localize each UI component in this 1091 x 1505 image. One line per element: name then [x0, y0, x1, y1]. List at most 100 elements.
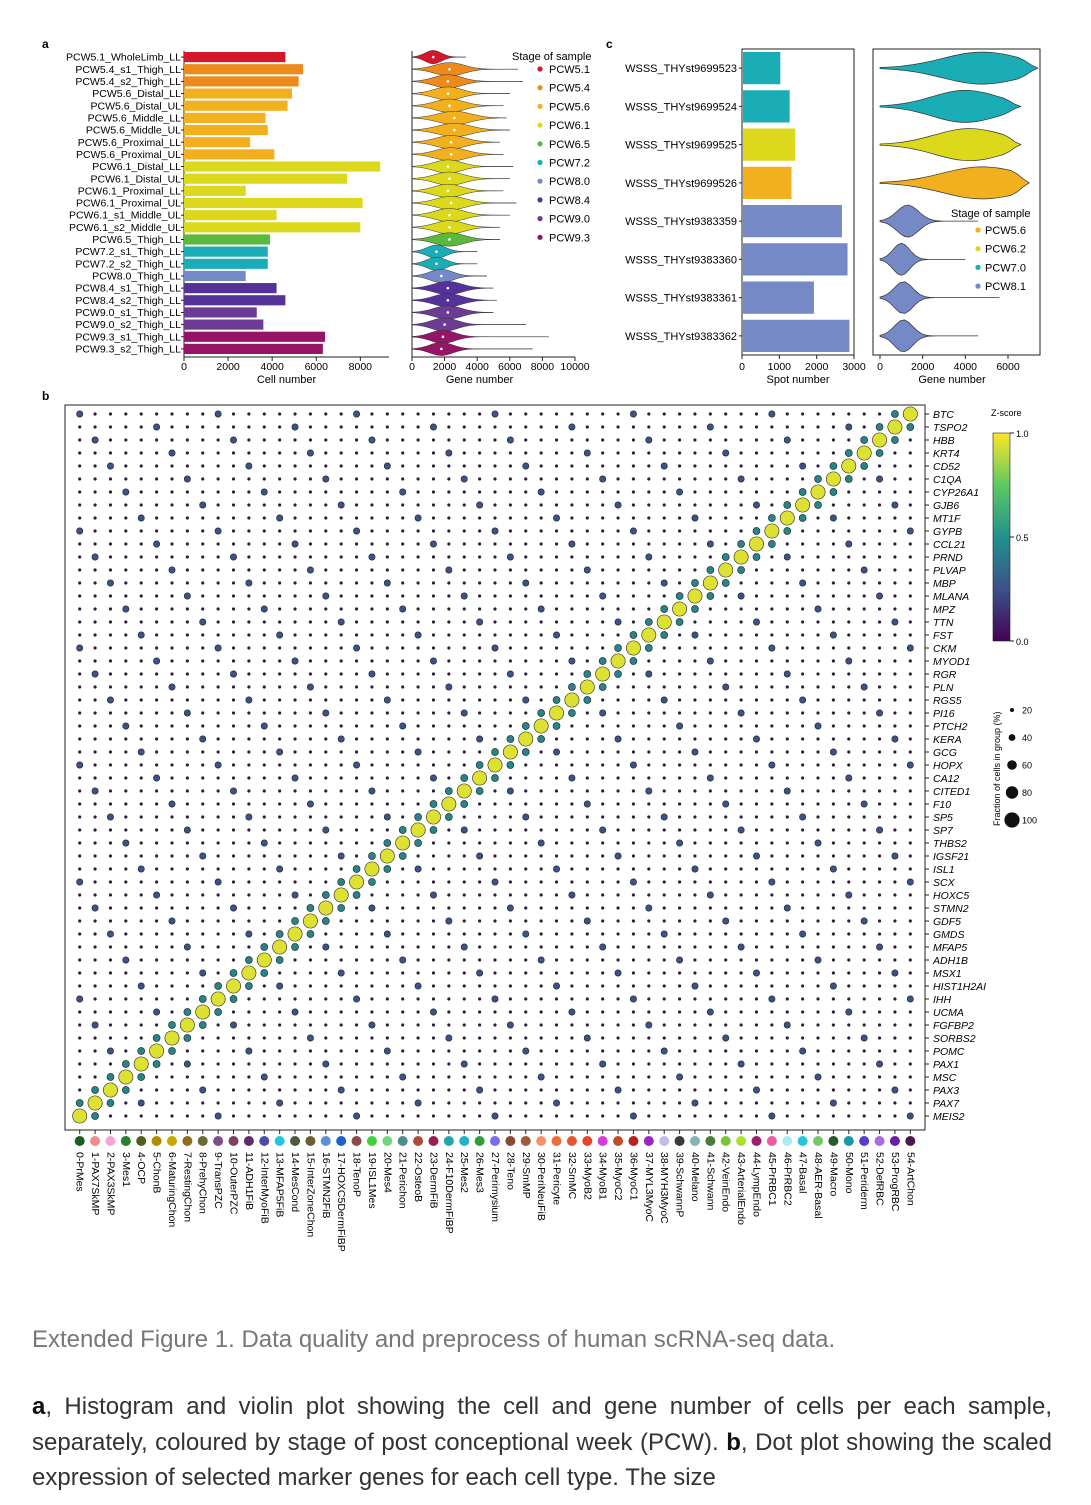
expression-dot — [201, 776, 205, 780]
expression-dot — [168, 800, 176, 808]
expression-dot — [847, 581, 851, 585]
expression-dot — [426, 809, 441, 825]
expression-dot — [385, 425, 389, 429]
expression-dot — [539, 503, 543, 507]
expression-dot — [401, 503, 405, 507]
expression-dot — [354, 698, 359, 702]
expression-dot — [537, 709, 545, 717]
expression-dot — [801, 724, 805, 728]
expression-dot — [339, 412, 343, 416]
expression-dot — [170, 945, 174, 949]
expression-dot — [647, 1010, 651, 1014]
expression-dot — [553, 865, 560, 873]
expression-dot — [739, 438, 743, 442]
expression-dot — [185, 893, 189, 897]
expression-dot — [139, 932, 143, 936]
expression-dot — [155, 529, 159, 533]
expression-dot — [231, 425, 236, 429]
expression-dot — [770, 724, 774, 728]
expression-dot — [847, 1101, 851, 1105]
expression-dot — [278, 1010, 282, 1014]
expression-dot — [308, 958, 312, 962]
expression-dot — [631, 490, 636, 494]
expression-dot — [524, 841, 528, 845]
expression-dot — [631, 958, 636, 962]
expression-dot — [693, 841, 697, 845]
expression-dot — [753, 852, 760, 860]
violin-median — [448, 67, 451, 71]
expression-dot — [385, 750, 389, 754]
cell-type-color-dot — [859, 1136, 870, 1146]
gene-violin — [411, 281, 494, 296]
expression-dot — [647, 893, 651, 897]
expression-dot — [631, 464, 636, 468]
expression-dot — [662, 516, 666, 520]
expression-dot — [724, 971, 728, 975]
expression-dot — [554, 503, 559, 507]
expression-dot — [108, 984, 113, 988]
expression-dot — [816, 984, 820, 988]
expression-dot — [462, 1023, 466, 1027]
expression-dot — [645, 787, 653, 795]
expression-dot — [662, 841, 666, 845]
expression-dot — [76, 410, 84, 418]
expression-dot — [908, 971, 912, 975]
expression-dot — [124, 529, 128, 533]
expression-dot — [893, 802, 897, 806]
expression-dot — [460, 826, 468, 834]
expression-dot — [416, 906, 420, 910]
expression-dot — [585, 516, 589, 520]
expression-dot — [537, 735, 545, 743]
expression-dot — [339, 646, 343, 650]
expression-dot — [601, 880, 605, 884]
expression-dot — [801, 1088, 805, 1092]
expression-dot — [524, 958, 528, 962]
expression-dot — [845, 657, 853, 665]
expression-dot — [908, 1075, 912, 1079]
expression-dot — [478, 919, 482, 923]
expression-dot — [447, 776, 451, 780]
expression-dot — [216, 958, 220, 962]
expression-dot — [108, 789, 113, 793]
expression-dot — [706, 1008, 714, 1016]
expression-dot — [647, 542, 651, 546]
expression-dot — [122, 956, 130, 964]
expression-dot — [524, 412, 528, 416]
expression-dot — [754, 893, 759, 897]
expression-dot — [137, 865, 145, 873]
expression-dot — [262, 516, 266, 520]
expression-dot — [324, 880, 328, 884]
expression-dot — [601, 1049, 605, 1053]
expression-dot — [678, 672, 682, 676]
expression-dot — [231, 646, 236, 650]
expression-dot — [785, 646, 789, 650]
expression-dot — [124, 1101, 128, 1105]
cell-count-bar — [184, 100, 288, 111]
expression-dot — [862, 1101, 866, 1105]
expression-dot — [816, 932, 820, 936]
expression-dot — [816, 1010, 820, 1014]
expression-dot — [293, 607, 297, 611]
expression-dot — [647, 503, 651, 507]
expression-dot — [831, 841, 835, 845]
cell-type-label: 53-ProgRBC — [889, 1152, 901, 1212]
expression-dot — [216, 1023, 220, 1027]
expression-dot — [616, 932, 620, 936]
expression-dot — [354, 919, 359, 923]
expression-dot — [431, 724, 436, 728]
gene-label: CITED1 — [933, 786, 970, 798]
expression-dot — [585, 997, 589, 1001]
expression-dot — [893, 1114, 897, 1118]
cell-type-color-dot — [382, 1136, 393, 1146]
expression-dot — [770, 555, 774, 559]
expression-dot — [831, 1036, 835, 1040]
expression-dot — [831, 854, 835, 858]
expression-dot — [662, 542, 666, 546]
expression-dot — [522, 813, 530, 821]
expression-dot — [456, 783, 472, 799]
expression-dot — [662, 659, 666, 663]
expression-dot — [662, 776, 666, 780]
expression-dot — [816, 646, 820, 650]
expression-dot — [585, 1049, 589, 1053]
expression-dot — [302, 913, 318, 929]
